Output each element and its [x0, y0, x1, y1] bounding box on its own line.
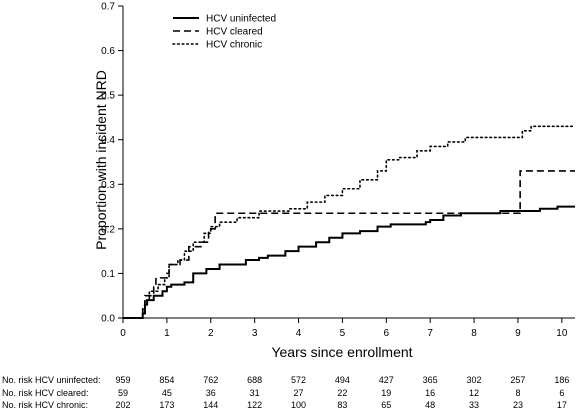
risk-count: 17 [557, 400, 567, 409]
risk-count: 65 [381, 400, 391, 409]
risk-row-label: No. risk HCV cleared: [2, 388, 89, 398]
risk-count: 16 [425, 388, 435, 398]
y-axis: 0.0 0.1 0.2 0.3 0.4 0.5 0.6 0.7 [101, 2, 123, 325]
y-tick-label: 0.0 [101, 314, 115, 325]
risk-count: 688 [247, 375, 262, 385]
y-tick-label: 0.3 [101, 180, 115, 191]
risk-count: 854 [159, 375, 174, 385]
risk-count: 33 [469, 400, 479, 409]
risk-count: 8 [515, 388, 520, 398]
series-solid-line [123, 205, 575, 319]
y-tick-label: 0.4 [101, 135, 115, 146]
legend: HCV uninfected HCV cleared HCV chronic [172, 14, 276, 51]
x-tick-label: 3 [252, 328, 258, 339]
legend-label: HCV chronic [206, 40, 262, 51]
risk-count: 36 [206, 388, 216, 398]
risk-count: 186 [554, 375, 569, 385]
risk-count: 202 [115, 400, 130, 409]
risk-count: 59 [118, 388, 128, 398]
risk-row-label: No. risk HCV uninfected: [2, 375, 101, 385]
risk-count: 27 [294, 388, 304, 398]
plot-area [122, 6, 575, 319]
risk-count: 122 [247, 400, 262, 409]
risk-table: No. risk HCV uninfected: 959 854 762 688 572 4… [2, 375, 569, 409]
x-tick-label: 8 [471, 328, 477, 339]
risk-count: 762 [203, 375, 218, 385]
risk-count: 173 [159, 400, 174, 409]
risk-count: 83 [337, 400, 347, 409]
x-axis-label: Years since enrollment [271, 344, 412, 360]
risk-count: 365 [423, 375, 438, 385]
risk-count: 22 [337, 388, 347, 398]
legend-label: HCV cleared [206, 27, 263, 38]
risk-count: 12 [469, 388, 479, 398]
risk-count: 6 [559, 388, 564, 398]
y-axis-label: Proportion with incident NRD [93, 70, 109, 250]
risk-count: 427 [379, 375, 394, 385]
risk-count: 48 [425, 400, 435, 409]
x-tick-label: 9 [515, 328, 521, 339]
legend-label: HCV uninfected [206, 14, 276, 25]
series-lines [122, 125, 576, 319]
risk-count: 19 [381, 388, 391, 398]
y-tick-label: 0.1 [101, 269, 115, 280]
x-tick-label: 1 [164, 328, 170, 339]
risk-row-label: No. risk HCV chronic: [2, 400, 88, 409]
risk-count: 23 [513, 400, 523, 409]
series-dashed-line [123, 170, 575, 319]
risk-count: 302 [467, 375, 482, 385]
y-tick-label: 0.6 [101, 46, 115, 57]
risk-count: 144 [203, 400, 218, 409]
risk-count: 31 [250, 388, 260, 398]
y-tick-label: 0.7 [101, 2, 115, 13]
x-tick-label: 2 [208, 328, 214, 339]
x-tick-label: 6 [384, 328, 390, 339]
x-tick-label: 4 [296, 328, 302, 339]
x-tick-label: 7 [427, 328, 433, 339]
y-tick-label: 0.2 [101, 224, 115, 235]
risk-count: 100 [291, 400, 306, 409]
risk-count: 45 [162, 388, 172, 398]
x-tick-label: 0 [120, 328, 126, 339]
series-dotted-line [122, 125, 576, 319]
x-tick-label: 5 [340, 328, 346, 339]
risk-count: 494 [335, 375, 350, 385]
risk-count: 257 [510, 375, 525, 385]
x-tick-label: 10 [556, 328, 568, 339]
y-tick-label: 0.5 [101, 91, 115, 102]
risk-count: 959 [115, 375, 130, 385]
risk-count: 572 [291, 375, 306, 385]
x-axis: 0 1 2 3 4 5 6 7 8 9 10 [120, 318, 568, 339]
